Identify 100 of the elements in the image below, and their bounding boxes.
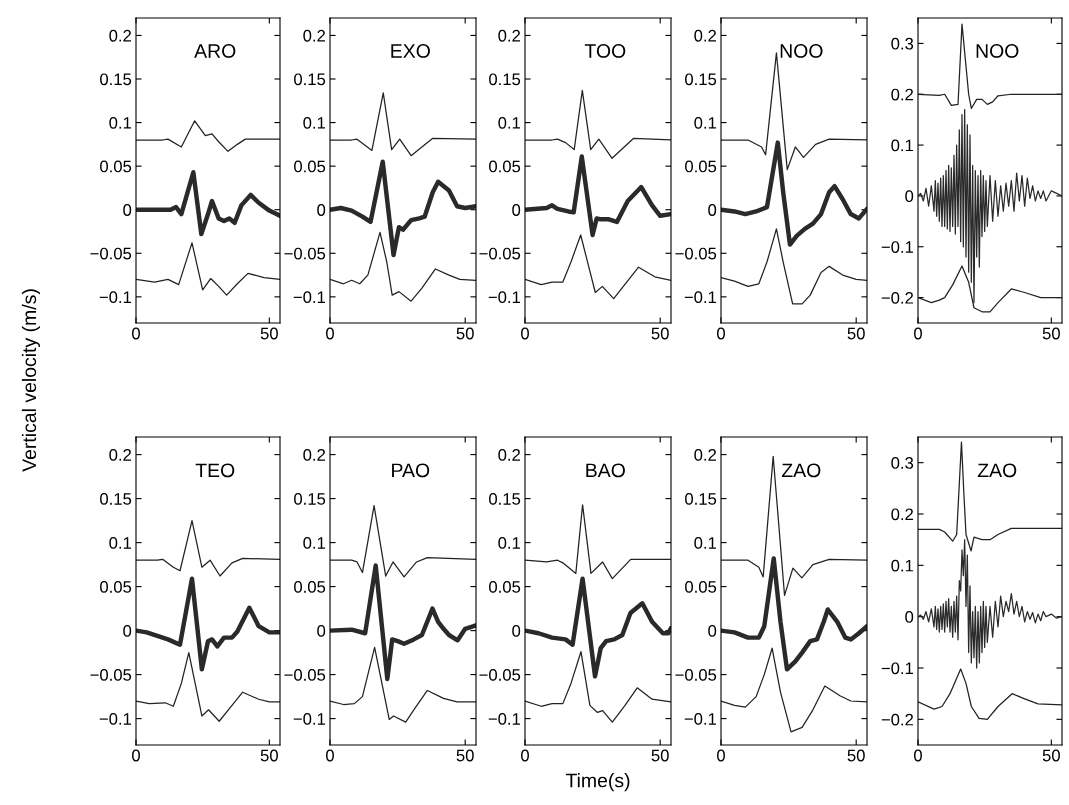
- y-tick-label: 0.15: [294, 493, 326, 505]
- y-tick-label: 0.1: [303, 116, 326, 129]
- y-tick-label: 0.05: [100, 160, 132, 173]
- x-tick-label: 50: [260, 749, 278, 762]
- y-tick-label: 0: [317, 625, 326, 637]
- y-tick-label: 0.05: [294, 581, 326, 593]
- line-series: [136, 170, 280, 237]
- y-tick-label: −0.05: [284, 669, 326, 681]
- y-tick-label: −0.2: [881, 291, 913, 304]
- y-tick-label: 0.1: [694, 537, 717, 549]
- x-tick-label: 0: [521, 749, 529, 762]
- x-tick-label: 50: [651, 749, 669, 762]
- line-series: [330, 231, 476, 302]
- line-series: [330, 563, 476, 682]
- y-tick-label: 0: [512, 625, 521, 637]
- y-tick-label: 0.15: [100, 493, 132, 505]
- y-tick-label: 0.2: [303, 29, 325, 42]
- x-tick-label: 50: [260, 327, 278, 340]
- y-tick-label: 0.1: [891, 559, 914, 572]
- line-series: [918, 441, 1062, 552]
- line-series: [330, 646, 476, 723]
- y-tick-label: −0.05: [90, 247, 132, 260]
- x-tick-label: 50: [456, 749, 474, 762]
- line-series: [721, 647, 867, 733]
- annotation: ZAO: [977, 463, 1017, 478]
- x-tick-label: 50: [456, 327, 474, 340]
- y-tick-label: 0: [123, 204, 132, 216]
- line-series: [525, 89, 671, 159]
- y-tick-label: 0: [905, 190, 914, 203]
- y-tick-label: 0.05: [685, 160, 717, 173]
- y-tick-label: 0.05: [489, 160, 521, 173]
- y-tick-label: −0.2: [881, 713, 913, 726]
- line-series: [525, 576, 671, 679]
- y-tick-label: 0.1: [694, 116, 717, 129]
- line-series: [721, 140, 867, 247]
- y-tick-label: −0.1: [293, 713, 326, 725]
- x-tick-label: 0: [326, 749, 334, 762]
- line-series: [330, 92, 476, 157]
- y-tick-label: 0.2: [694, 29, 716, 42]
- y-tick-label: 0.1: [891, 139, 914, 152]
- line-series: [918, 668, 1062, 720]
- y-tick-label: −0.1: [684, 291, 717, 304]
- line-series: [136, 576, 280, 672]
- x-tick-label: 0: [717, 749, 725, 762]
- x-tick-label: 50: [651, 327, 669, 340]
- line-series: [525, 651, 671, 723]
- x-tick-label: 50: [847, 749, 865, 762]
- y-tick-label: 0: [708, 204, 717, 216]
- y-tick-label: 0.05: [100, 581, 132, 593]
- y-tick-label: 0.2: [891, 88, 913, 101]
- annotation: NOO: [780, 44, 823, 58]
- y-tick-label: −0.05: [284, 247, 326, 260]
- annotation: ZAO: [781, 463, 821, 478]
- line-series: [136, 242, 280, 296]
- y-tick-label: −0.1: [684, 713, 717, 725]
- x-tick-label: 50: [847, 327, 865, 340]
- annotation: TEO: [195, 463, 235, 478]
- y-tick-label: 0.2: [498, 29, 520, 42]
- line-series: [330, 505, 476, 578]
- y-tick-label: 0.1: [498, 537, 521, 549]
- y-tick-label: 0.2: [109, 449, 131, 461]
- y-tick-label: −0.05: [675, 669, 717, 681]
- y-tick-label: 0.05: [294, 160, 326, 173]
- y-tick-label: 0: [708, 625, 717, 637]
- y-tick-label: 0.15: [685, 73, 717, 86]
- y-tick-label: 0.15: [685, 493, 717, 505]
- x-tick-label: 50: [1042, 749, 1060, 762]
- line-series: [525, 154, 671, 238]
- y-tick-label: −0.05: [675, 247, 717, 260]
- x-axis-title: Time(s): [565, 773, 630, 792]
- y-tick-label: 0.1: [498, 116, 521, 129]
- x-tick-label: 0: [914, 327, 922, 340]
- y-tick-label: 0: [512, 204, 521, 216]
- y-tick-label: 0.1: [109, 537, 132, 549]
- line-series: [918, 539, 1062, 669]
- x-tick-label: 50: [1042, 327, 1060, 340]
- line-series: [136, 120, 280, 152]
- line-series: [721, 556, 867, 672]
- y-tick-label: 0.2: [694, 449, 716, 461]
- y-tick-label: −0.1: [881, 662, 914, 675]
- line-series: [136, 519, 280, 577]
- x-tick-label: 0: [521, 327, 529, 340]
- y-tick-label: 0.1: [303, 537, 326, 549]
- y-tick-label: 0.1: [109, 116, 132, 129]
- line-series: [918, 23, 1062, 110]
- x-tick-label: 0: [914, 749, 922, 762]
- annotation: PAO: [392, 463, 430, 478]
- y-tick-label: −0.05: [479, 669, 521, 681]
- line-series: [721, 455, 867, 597]
- y-tick-label: 0.2: [303, 449, 325, 461]
- line-series: [721, 228, 867, 305]
- annotation: BAO: [586, 463, 625, 478]
- y-tick-label: −0.1: [99, 713, 132, 725]
- x-tick-label: 0: [326, 327, 334, 340]
- y-tick-label: 0.2: [109, 29, 131, 42]
- y-tick-label: −0.05: [90, 669, 132, 681]
- y-tick-label: 0.2: [498, 449, 520, 461]
- y-tick-label: 0.05: [685, 581, 717, 593]
- annotation: NOO: [976, 44, 1019, 58]
- y-tick-label: 0.15: [489, 73, 521, 86]
